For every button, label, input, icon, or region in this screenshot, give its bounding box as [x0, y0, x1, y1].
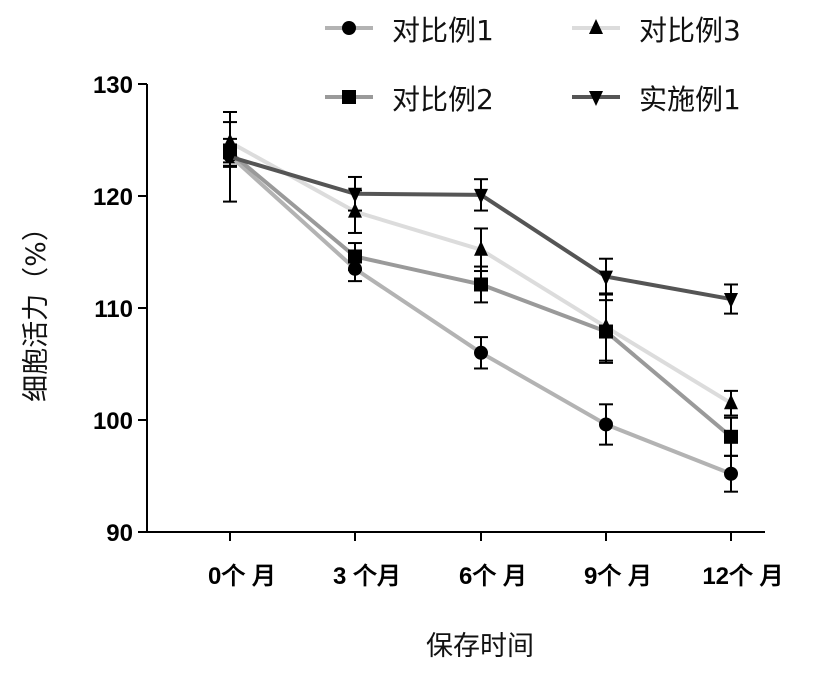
x-tick-label: 12个 月 — [702, 563, 783, 590]
y-tick-label: 120 — [93, 184, 133, 211]
data-point — [599, 270, 613, 286]
legend-label: 实施例1 — [639, 83, 741, 116]
legend-label: 对比例3 — [639, 14, 741, 47]
x-tick-label: 9个 月 — [584, 563, 652, 590]
data-point — [223, 150, 237, 166]
y-tick-label: 130 — [93, 72, 133, 99]
x-axis-label: 保存时间 — [426, 631, 534, 662]
legend-item: 对比例3 — [572, 14, 741, 47]
y-tick-label: 110 — [94, 296, 133, 323]
y-tick-label: 100 — [93, 408, 133, 435]
legend-item: 对比例2 — [325, 83, 494, 116]
data-point — [474, 345, 488, 360]
data-point — [474, 277, 488, 292]
legend: 对比例1 对比例2 对比例3 实施例1 — [325, 14, 741, 116]
data-point — [348, 187, 362, 203]
data-point — [724, 293, 738, 309]
legend-item: 对比例1 — [325, 14, 494, 47]
data-point — [599, 417, 613, 432]
data-point — [474, 188, 488, 204]
y-axis-label: 细胞活力（%） — [21, 214, 52, 402]
data-point — [599, 324, 613, 339]
data-point — [348, 249, 362, 264]
data-point — [724, 429, 738, 444]
legend-marker — [342, 21, 356, 35]
y-tick-label: 90 — [106, 520, 133, 547]
legend-marker — [589, 91, 603, 106]
legend-label: 对比例1 — [392, 14, 494, 47]
data-point — [474, 240, 488, 256]
series-对比例2 — [223, 137, 738, 457]
legend-marker — [342, 90, 356, 104]
x-tick-label: 0个 月 — [208, 563, 276, 590]
legend-marker — [589, 19, 603, 34]
series-group — [223, 111, 738, 493]
legend-item: 实施例1 — [572, 83, 741, 116]
data-point — [724, 394, 738, 410]
x-tick-label: 6个 月 — [459, 563, 527, 590]
legend-label: 对比例2 — [392, 83, 494, 116]
data-point — [724, 466, 738, 481]
axes: 90 100 110 120 130 0个 月 3 个月 6个 月 9个 月 12个 月 — [93, 72, 784, 590]
series-实施例1 — [223, 111, 738, 315]
x-tick-label: 3 个月 — [333, 563, 401, 590]
